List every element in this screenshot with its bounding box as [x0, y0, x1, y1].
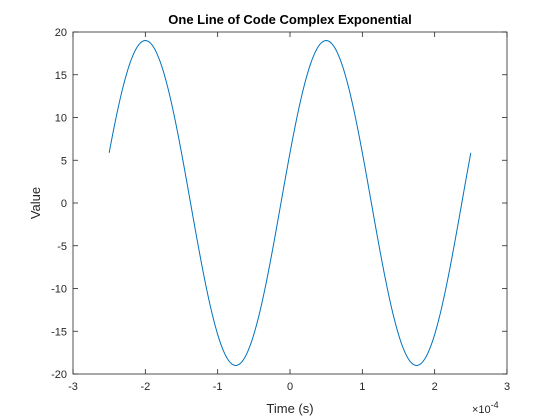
y-axis-label: Value: [28, 187, 43, 219]
x-tick-label: 3: [504, 381, 510, 393]
x-exponent-power: -4: [491, 400, 499, 410]
y-tick-label: 0: [61, 198, 67, 210]
y-tick-label: 20: [55, 27, 67, 39]
y-tick-label: -15: [51, 326, 67, 338]
x-tick-label: -3: [68, 381, 78, 393]
x-tick-label: 1: [359, 381, 365, 393]
series-line: [108, 40, 472, 366]
y-tick-label: 5: [61, 155, 67, 167]
y-tick-label: -20: [51, 369, 67, 381]
y-tick-label: -10: [51, 284, 67, 296]
x-tick-label: 2: [432, 381, 438, 393]
x-axis: -3 -2 -1 0 1 2 3: [68, 32, 510, 393]
x-axis-label: Time (s): [266, 401, 313, 416]
x-tick-label: -1: [213, 381, 223, 393]
y-axis: -20 -15 -10 -5 0 5 10 15 20: [51, 27, 507, 381]
y-tick-label: 15: [55, 70, 67, 82]
x-tick-label: 0: [287, 381, 293, 393]
y-tick-label: 10: [55, 113, 67, 125]
x-axis-exponent: ×10-4: [472, 400, 499, 416]
y-tick-label: -5: [57, 241, 67, 253]
plot-area: [72, 31, 508, 375]
x-exponent-base: ×10: [472, 404, 491, 416]
chart-title: One Line of Code Complex Exponential: [168, 12, 411, 27]
x-tick-label: -2: [140, 381, 150, 393]
